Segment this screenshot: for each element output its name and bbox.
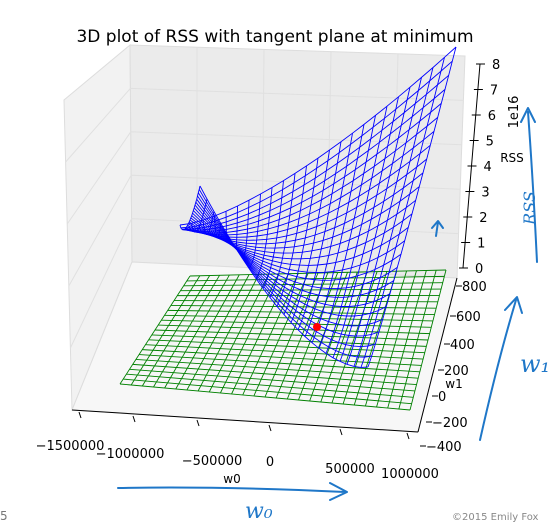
surface-gridline [182,89,446,231]
x-tick-label: 500000 [325,462,375,477]
minimum-point [313,323,321,331]
x-tick [132,415,136,423]
x-tick-label: 0 [266,455,274,470]
z-tick-label: 5 [486,135,494,150]
plane-gridline [145,344,424,360]
x-tick [339,428,343,436]
z-tick-label: 8 [492,58,500,73]
chart-title: 3D plot of RSS with tangent plane at min… [76,27,473,47]
x-tick-label: −500000 [182,454,243,469]
plane-gridline [119,383,411,411]
plane-gridline [154,329,429,341]
y-tick-label: −200 [432,416,468,431]
x-tick-label: −1000000 [96,447,165,462]
plane-gridline [158,324,430,335]
x-tick [78,411,82,419]
surface-gridline [184,117,438,234]
handwriting: w₀ w₁ RSS [117,107,550,524]
plane-gridline [170,305,437,309]
x-axis-line [71,409,419,433]
y-tick-label: 0 [438,390,446,405]
x-ticks: −1500000−1000000 −500000 0 500000 1000000 [36,411,439,482]
x-axis-label: w0 [223,472,240,486]
y-tick-label: 600 [456,310,481,325]
surface-gridline [188,186,420,249]
z-tick-label: 3 [481,186,489,201]
surface-gridline [188,199,416,254]
w0-arrow [117,482,348,501]
y-tick-label: 800 [462,280,487,295]
slide-number: 5 [0,509,8,523]
x-tick [268,424,272,432]
plane-gridline [186,275,445,282]
rss-arrow [520,107,538,263]
y-tick-label: 200 [444,364,469,379]
up-arrow-mark [431,220,444,237]
w0-handwritten: w₀ [245,499,273,524]
x-tick-label: 1000000 [381,467,439,482]
y-ticks: −400 −200 0 200 400 600 800 [420,280,487,455]
z-tick-label: 2 [479,211,487,226]
pane-gridline [69,218,459,349]
rss-surface [179,46,457,368]
surface-gridline [184,131,435,236]
back-pane [129,44,466,279]
surface-gridline [180,60,453,229]
surface-gridline [179,46,457,226]
plane-gridline [126,373,414,398]
y-tick-label: −400 [426,440,462,455]
w1-handwritten: w₁ [520,350,550,378]
copyright: ©2015 Emily Fox [452,512,539,523]
rss-handwritten: RSS [520,191,539,226]
plane-gridline [129,368,415,392]
plane-gridline [132,363,417,385]
plane-gridline [151,334,427,347]
pane-gridline [65,87,464,163]
surface-gridline [185,144,431,238]
plane-gridline [161,319,432,328]
y-axis-line [417,277,458,433]
surface-gridline [186,158,427,241]
z-tick-label: 0 [475,262,483,277]
x-tick [196,419,200,427]
y-axis-label: w1 [445,377,462,391]
plane-gridline [167,309,435,315]
plane-gridline [139,354,420,373]
surface-gridline [198,189,372,358]
plane-gridline [142,349,422,366]
surface-gridline [187,172,424,245]
plane-gridline [174,300,438,303]
pane-gridline [68,174,461,287]
surface-gridline [199,185,369,368]
z-tick-label: 1 [477,237,485,252]
plane-gridline [180,288,442,292]
x-tick [406,432,410,440]
pane-gridline [261,49,265,269]
w1-arrow [479,296,523,441]
plane-gridline [123,378,412,405]
z-tick-label: 6 [488,109,496,124]
y-tick-label: 400 [450,338,475,353]
x-tick-label: −1500000 [36,439,105,454]
surface-gridline [181,74,449,230]
z-tick-label: 7 [490,84,498,99]
plane-gridline [189,269,447,277]
tangent-plane [119,269,447,411]
plane-gridline [148,339,425,354]
plane-gridline [135,359,419,379]
z-tick-label: 4 [484,160,492,175]
surface-gridline [197,195,380,337]
z-axis-label: RSS [500,151,524,165]
z-scale-label: 1e16 [507,96,522,129]
surface-gridline [183,103,442,233]
z-ticks: 0 1 2 3 4 5 6 7 8 [459,58,500,277]
pane-gridline [326,51,332,272]
